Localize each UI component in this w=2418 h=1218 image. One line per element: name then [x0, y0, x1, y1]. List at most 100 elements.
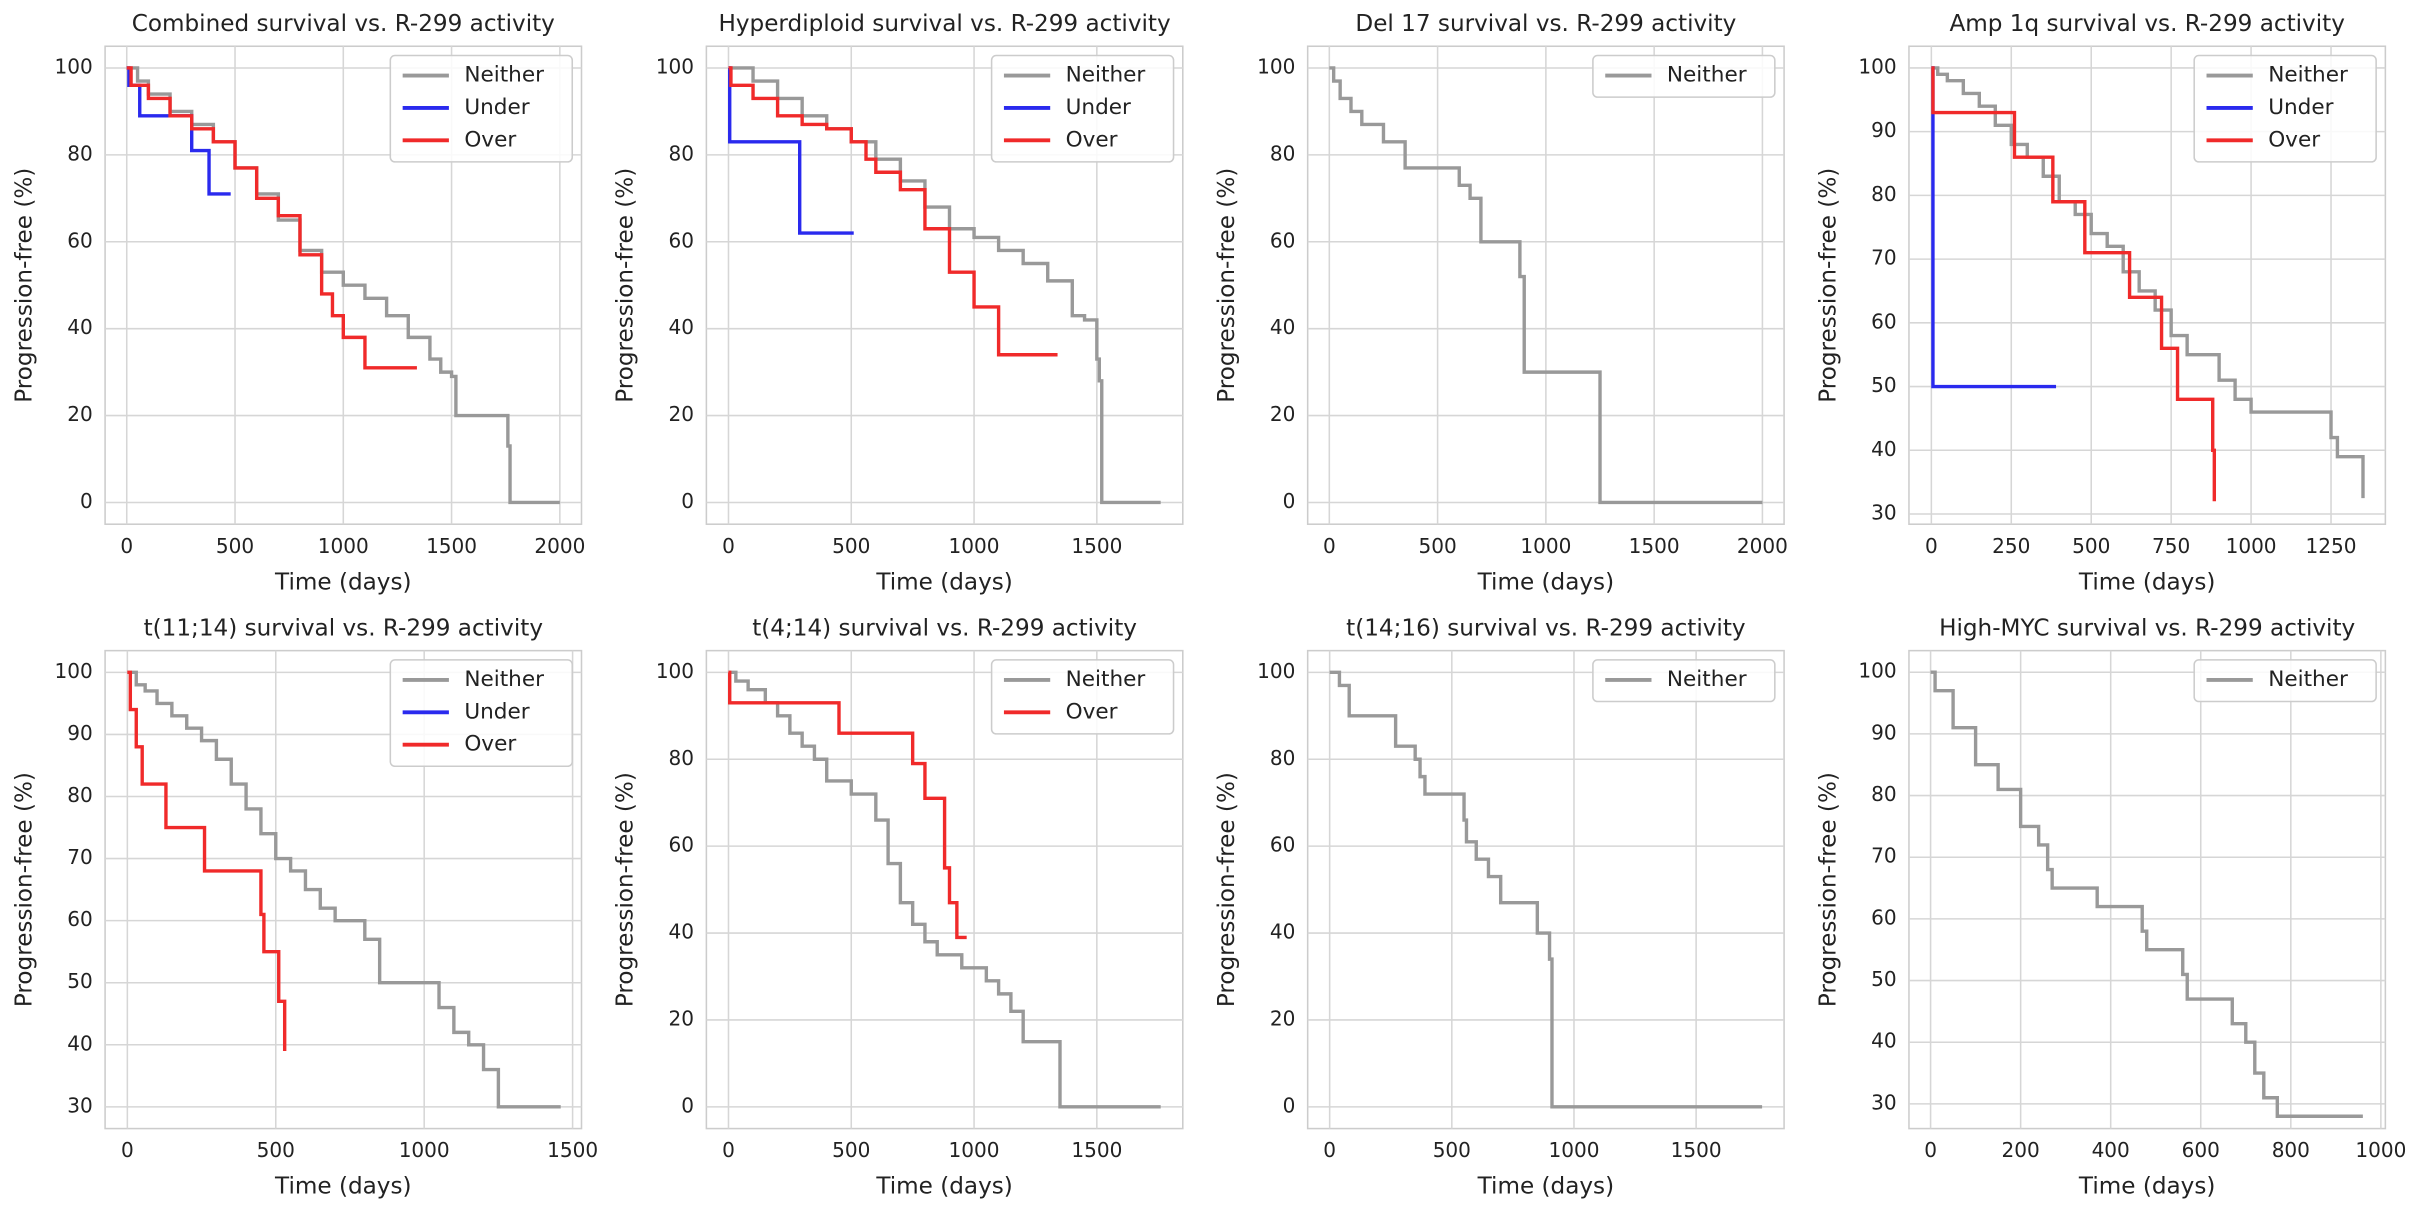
legend: Neither Under Over [389, 54, 574, 163]
legend-box [389, 54, 574, 163]
legend-label: Under [2268, 95, 2333, 120]
x-tick-label: 0 [1323, 1138, 1336, 1162]
y-tick-label: 80 [67, 783, 93, 807]
subplot: 0 500 1000 1500 0 20 40 60 80 100 Hyperdiploid sur… [613, 11, 1184, 595]
x-tick-label: 2000 [534, 534, 585, 558]
chart-title: Hyperdiploid survival vs. R-299 activity [718, 11, 1170, 37]
y-tick-label: 60 [669, 833, 695, 857]
legend-box [990, 54, 1175, 163]
survival-curve [1329, 670, 1763, 1109]
legend-box [2193, 54, 2377, 163]
legend-box [2193, 659, 2377, 703]
legend-label: Over [1066, 127, 1118, 152]
x-tick-label: 1500 [1629, 534, 1680, 558]
x-tick-label: 600 [2182, 1138, 2220, 1162]
y-tick-label: 100 [55, 54, 93, 78]
x-axis-label: Time (days) [875, 569, 1012, 595]
y-tick-label: 100 [1858, 659, 1896, 683]
survival-curve [728, 66, 1161, 505]
y-tick-label: 60 [1871, 905, 1897, 929]
legend-label: Neither [1667, 63, 1747, 88]
y-tick-label: 0 [681, 489, 694, 513]
legend-label: Over [1066, 699, 1118, 724]
x-tick-label: 500 [832, 1138, 870, 1162]
y-tick-label: 40 [1871, 437, 1897, 461]
chart-title: t(14;16) survival vs. R-299 activity [1346, 616, 1745, 642]
y-tick-label: 20 [669, 402, 695, 426]
x-tick-label: 250 [1992, 534, 2030, 558]
y-tick-label: 40 [1871, 1029, 1897, 1053]
subplot: 0 500 1000 1500 2000 0 20 40 60 80 100 Del 17 survi… [1214, 11, 1788, 595]
y-tick-label: 40 [1270, 315, 1296, 339]
y-tick-label: 100 [1858, 54, 1896, 78]
survival-curve [1931, 66, 2217, 502]
y-tick-label: 100 [1257, 54, 1295, 78]
subplot: 0 500 1000 1500 30 40 50 60 70 80 90 100 t(11;14) su… [11, 616, 598, 1200]
survival-curve [1931, 66, 2365, 499]
legend-label: Under [464, 95, 529, 120]
y-tick-label: 30 [1871, 501, 1897, 525]
survival-curve [1329, 66, 1763, 505]
x-tick-label: 200 [2002, 1138, 2040, 1162]
x-tick-label: 1250 [2306, 534, 2357, 558]
survival-curve [728, 670, 967, 940]
y-tick-label: 0 [681, 1093, 694, 1117]
y-axis-label: Progression-free (%) [11, 168, 37, 403]
y-tick-label: 20 [669, 1006, 695, 1030]
x-axis-label: Time (days) [2078, 569, 2215, 595]
chart-title: Combined survival vs. R-299 activity [132, 11, 555, 37]
legend: Neither Over [990, 659, 1175, 735]
subplot: 0 500 1000 1500 2000 0 20 40 60 80 100 Combined sur… [11, 11, 585, 595]
y-axis-label: Progression-free (%) [11, 772, 37, 1007]
survival-curve [126, 66, 231, 196]
survival-curve [126, 66, 560, 505]
x-tick-label: 400 [2092, 1138, 2130, 1162]
y-tick-label: 40 [669, 920, 695, 944]
legend-label: Under [1066, 95, 1131, 120]
survival-curve [126, 66, 417, 370]
chart-title: t(4;14) survival vs. R-299 activity [752, 616, 1137, 642]
chart-title: Amp 1q survival vs. R-299 activity [1949, 11, 2344, 37]
x-tick-label: 0 [1323, 534, 1336, 558]
x-tick-label: 2000 [1737, 534, 1788, 558]
y-tick-label: 90 [1871, 720, 1897, 744]
y-tick-label: 90 [1871, 118, 1897, 142]
y-tick-label: 60 [669, 228, 695, 252]
y-tick-label: 60 [67, 907, 93, 931]
x-tick-label: 500 [1433, 1138, 1471, 1162]
y-tick-label: 0 [80, 489, 93, 513]
x-axis-label: Time (days) [274, 1174, 411, 1200]
y-tick-label: 60 [67, 228, 93, 252]
y-axis-label: Progression-free (%) [613, 772, 639, 1007]
x-axis-label: Time (days) [1477, 569, 1614, 595]
survival-curve [127, 670, 287, 1051]
legend-label: Neither [464, 63, 544, 88]
y-tick-label: 80 [669, 746, 695, 770]
y-tick-label: 60 [1270, 833, 1296, 857]
y-tick-label: 50 [1871, 373, 1897, 397]
chart-title: High-MYC survival vs. R-299 activity [1939, 616, 2355, 642]
subplot: 0 200 400 600 800 1000 30 40 50 60 70 80 90 100 High-M… [1815, 616, 2406, 1200]
legend: Neither Under Over [389, 659, 574, 768]
x-tick-label: 1500 [1071, 1138, 1122, 1162]
subplot: 0 500 1000 1500 0 20 40 60 80 100 t(14;16) surviva… [1214, 616, 1785, 1200]
x-tick-label: 1000 [1548, 1138, 1599, 1162]
legend-label: Over [2268, 127, 2320, 152]
legend-label: Over [464, 127, 516, 152]
x-tick-label: 1000 [2355, 1138, 2406, 1162]
x-axis-label: Time (days) [875, 1174, 1012, 1200]
x-tick-label: 750 [2152, 534, 2190, 558]
x-tick-label: 0 [121, 1138, 134, 1162]
y-axis-label: Progression-free (%) [1214, 772, 1240, 1007]
y-tick-label: 40 [67, 315, 93, 339]
x-tick-label: 1000 [2226, 534, 2277, 558]
y-axis-label: Progression-free (%) [613, 168, 639, 403]
y-tick-label: 70 [1871, 844, 1897, 868]
y-axis-label: Progression-free (%) [1815, 772, 1841, 1007]
legend: Neither [1592, 659, 1776, 703]
legend-label: Neither [464, 667, 544, 692]
legend-label: Neither [2268, 63, 2348, 88]
x-tick-label: 500 [832, 534, 870, 558]
y-tick-label: 0 [1283, 1093, 1296, 1117]
y-tick-label: 90 [67, 721, 93, 745]
